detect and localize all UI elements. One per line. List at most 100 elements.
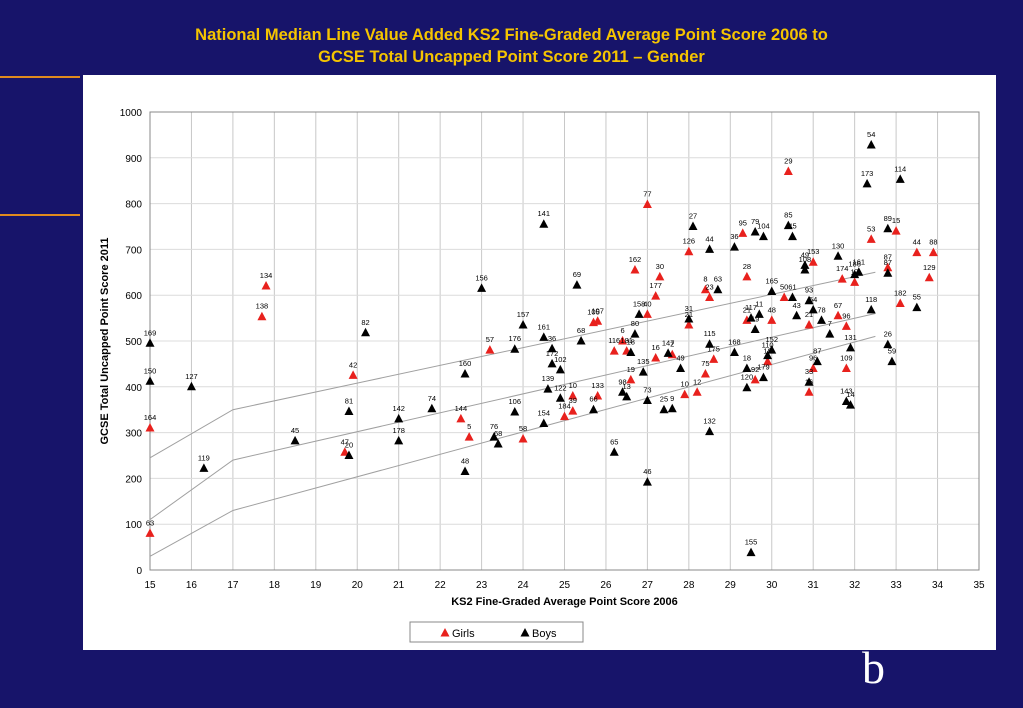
data-point [700, 368, 710, 378]
data-label: 132 [703, 417, 716, 426]
data-point [750, 226, 760, 236]
data-point [539, 219, 549, 228]
y-tick-label: 1000 [120, 108, 143, 119]
data-label: 173 [861, 169, 874, 178]
data-point [854, 267, 864, 276]
data-point [754, 309, 764, 318]
x-tick-label: 35 [973, 580, 985, 591]
data-label: 5 [467, 422, 471, 431]
data-point [750, 374, 760, 384]
data-label: 78 [817, 305, 825, 314]
data-point [394, 435, 404, 445]
data-label: 61 [788, 282, 796, 291]
data-label: 177 [649, 281, 662, 290]
data-point [659, 404, 669, 414]
data-label: 142 [392, 404, 405, 413]
x-tick-label: 34 [932, 580, 944, 591]
x-tick-label: 31 [808, 580, 820, 591]
data-label: 184 [558, 402, 571, 411]
y-axis-label: GCSE Total Uncapped Point Score 2011 [99, 237, 111, 444]
data-label: 55 [913, 293, 921, 302]
data-point [626, 374, 636, 384]
data-point [630, 265, 640, 274]
data-point [688, 221, 698, 230]
data-point [767, 345, 777, 354]
data-point [738, 228, 748, 237]
data-label: 130 [832, 241, 845, 250]
data-point [340, 447, 350, 456]
data-point [427, 403, 437, 413]
data-point [705, 244, 715, 253]
data-point [576, 336, 586, 345]
corner-letter: b [862, 642, 885, 693]
data-point [787, 231, 797, 241]
data-label: 15 [892, 216, 900, 225]
chart-panel: 15 16 17 18 19 20 21 22 23 24 25 26 27 28 29 30 31 32 33 34… [83, 75, 996, 650]
data-point [866, 234, 876, 243]
data-label: 63 [714, 275, 722, 284]
data-label: 10 [569, 381, 577, 390]
data-point [593, 390, 603, 400]
data-label: 67 [834, 301, 842, 310]
data-point [783, 166, 793, 176]
data-label: 157 [517, 310, 530, 319]
x-tick-label: 24 [517, 580, 529, 591]
y-tick-label: 900 [125, 154, 142, 165]
data-label: 25 [660, 395, 668, 404]
data-label: 29 [784, 157, 792, 166]
data-label: 54 [867, 130, 875, 139]
data-point [680, 389, 690, 399]
data-point [833, 310, 843, 320]
x-tick-label: 15 [144, 580, 156, 591]
data-label: 138 [256, 302, 269, 311]
data-point [651, 291, 661, 300]
slide-title: National Median Line Value Added KS2 Fin… [0, 24, 1023, 68]
x-tick-label: 19 [310, 580, 322, 591]
data-point [800, 265, 810, 274]
data-point [841, 321, 851, 330]
data-label: 10 [681, 380, 689, 389]
y-tick-label: 400 [125, 383, 142, 394]
x-tick-label: 23 [476, 580, 488, 591]
data-label: 16 [652, 343, 660, 352]
data-point [862, 178, 872, 188]
data-point [895, 298, 905, 307]
data-label: 65 [610, 437, 618, 446]
data-point [539, 332, 549, 341]
data-point [593, 316, 603, 325]
x-tick-label: 30 [766, 580, 778, 591]
data-point [846, 342, 856, 352]
y-tick-label: 500 [125, 337, 142, 348]
data-label: 172 [546, 349, 559, 358]
data-point [261, 281, 271, 290]
data-label: 160 [459, 359, 472, 368]
data-point [510, 406, 520, 416]
data-point [746, 547, 756, 557]
y-tick-label: 800 [125, 200, 142, 211]
data-point [804, 377, 814, 386]
data-point [866, 139, 876, 149]
decorative-line-bottom [0, 214, 80, 216]
data-label: 14 [846, 390, 854, 399]
data-label: 74 [428, 394, 436, 403]
data-point [145, 376, 155, 385]
data-label: 147 [662, 338, 675, 347]
y-tick-label: 700 [125, 245, 142, 256]
legend-marker [440, 628, 450, 637]
data-point [642, 309, 652, 318]
median-line [149, 313, 876, 521]
x-tick-label: 22 [435, 580, 447, 591]
data-label: 20 [345, 441, 353, 450]
data-label: 8 [703, 275, 707, 284]
data-point [589, 404, 599, 414]
data-label: 178 [392, 426, 405, 435]
data-label: 30 [656, 262, 664, 271]
data-label: 18 [743, 353, 751, 362]
legend-box [409, 621, 584, 643]
data-label: 36 [730, 232, 738, 241]
data-label: 169 [144, 328, 157, 337]
x-tick-label: 26 [600, 580, 612, 591]
data-label: 122 [554, 383, 567, 392]
data-point [618, 336, 628, 345]
data-point [700, 284, 710, 294]
